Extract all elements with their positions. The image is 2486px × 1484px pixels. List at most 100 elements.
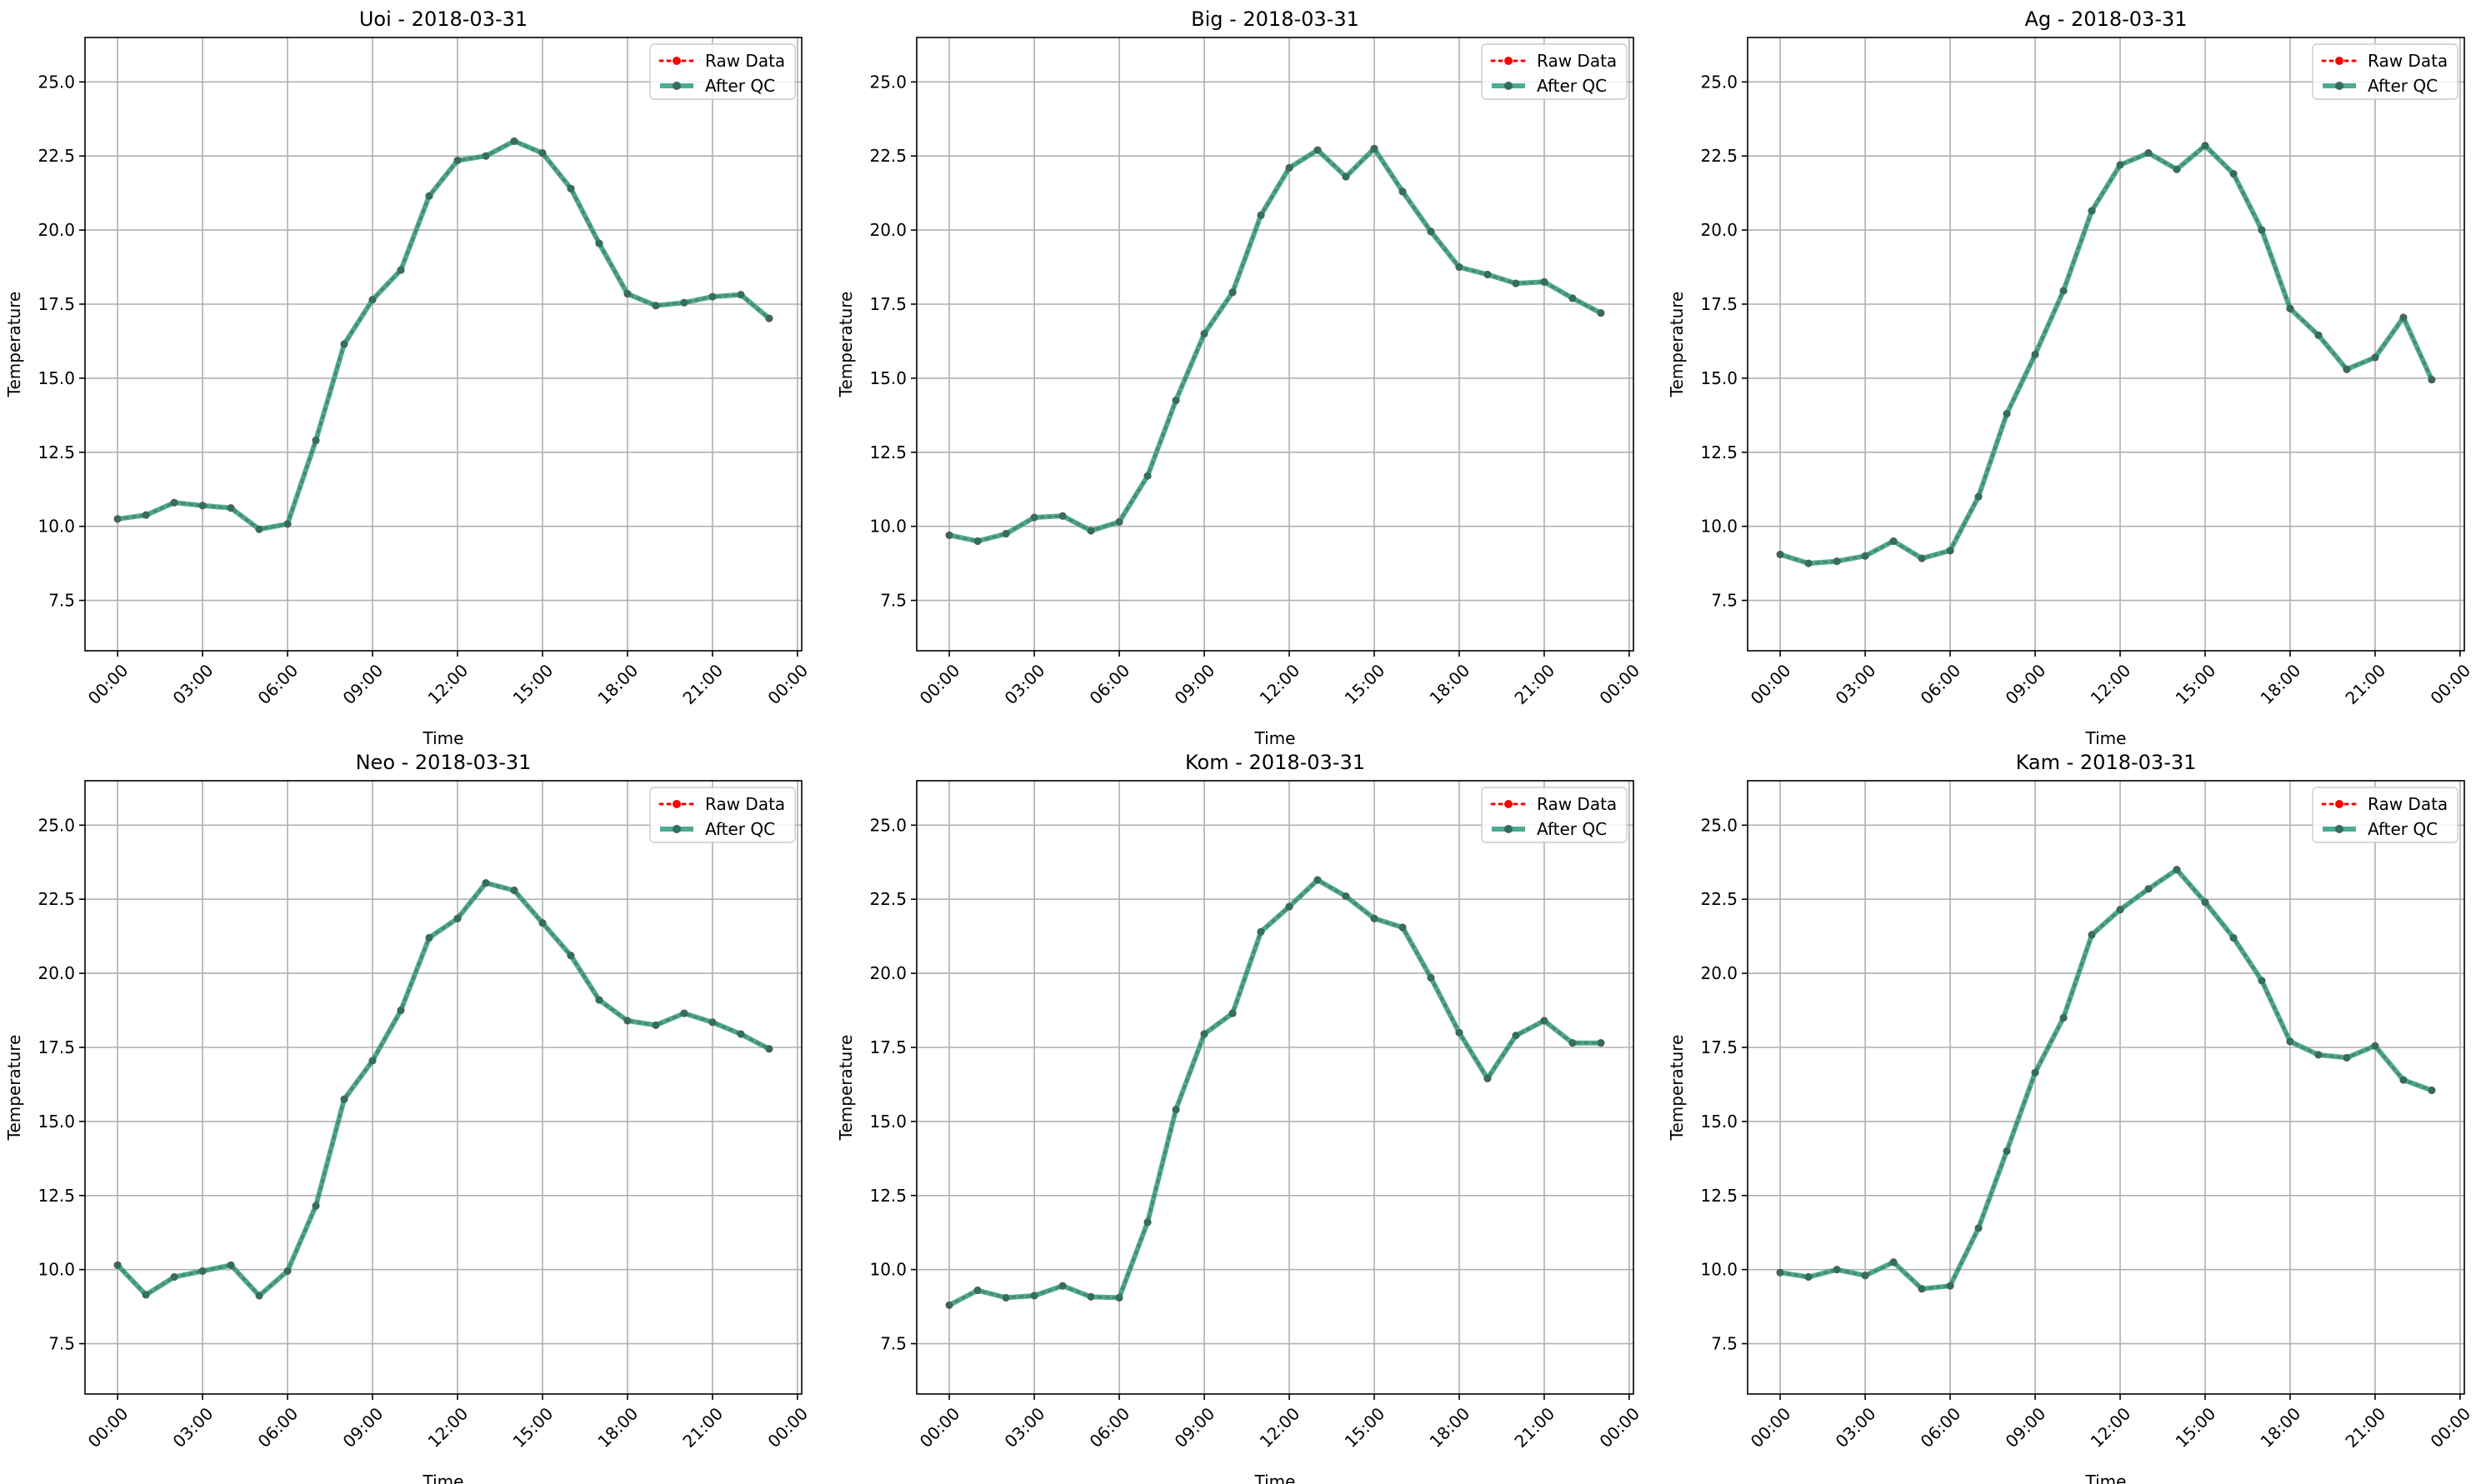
x-tick-label: 12:00 [2087, 660, 2135, 708]
y-tick-label: 7.5 [1711, 591, 1738, 611]
after-qc-point [1058, 512, 1067, 520]
subplot-3: 00:00 03:00 06:00 09:00 12:00 15:00 18:00 21:00… [1667, 7, 2474, 748]
legend-raw-marker [2335, 800, 2343, 808]
subplot-1: 00:00 03:00 06:00 09:00 12:00 15:00 18:00 21:00… [4, 7, 812, 748]
after-qc-point [1342, 892, 1350, 901]
after-qc-point [973, 1287, 982, 1295]
raw-data-line [116, 139, 771, 531]
y-tick-label: 12.5 [869, 1186, 907, 1206]
after-qc-point [227, 504, 235, 512]
after-qc-point [1427, 973, 1435, 982]
after-qc-point [142, 1291, 150, 1299]
y-tick-label: 20.0 [869, 963, 907, 983]
after-qc-point [1540, 1017, 1548, 1025]
after-qc-point [283, 1267, 292, 1275]
y-tick-label: 12.5 [1700, 1186, 1738, 1206]
legend-qc-marker [1504, 82, 1513, 90]
legend-qc-label: After QC [1537, 819, 1607, 839]
y-tick-label: 15.0 [869, 368, 907, 388]
x-tick-label: 21:00 [678, 660, 727, 708]
after-qc-point [482, 152, 490, 160]
x-tick-label: 03:00 [1832, 660, 1880, 708]
subplot-5: 00:00 03:00 06:00 09:00 12:00 15:00 18:00 21:00… [836, 751, 1643, 1484]
after-qc-point [170, 498, 178, 507]
legend-qc-label: After QC [1537, 76, 1607, 96]
x-tick-label: 18:00 [2257, 1403, 2305, 1452]
after-qc-point [567, 184, 575, 192]
y-tick-label: 12.5 [869, 442, 907, 462]
after-qc-point [1483, 1074, 1492, 1082]
after-qc-point [1370, 144, 1378, 152]
x-tick-label: 15:00 [2172, 660, 2220, 708]
legend-raw-marker [2335, 57, 2343, 65]
y-tick-label: 22.5 [869, 889, 907, 909]
after-qc-line [948, 146, 1603, 544]
x-tick-label: 00:00 [1595, 660, 1643, 708]
legend-raw-label: Raw Data [2368, 794, 2448, 814]
y-tick-label: 25.0 [1700, 72, 1738, 92]
after-qc-point [2258, 977, 2266, 985]
x-tick-label: 09:00 [1171, 660, 1219, 708]
after-qc-point [2258, 226, 2266, 234]
legend-qc-label: After QC [2368, 76, 2438, 96]
x-tick-label: 09:00 [339, 660, 388, 708]
y-tick-label: 12.5 [1700, 442, 1738, 462]
after-qc-point [2059, 287, 2068, 295]
axes-frame [916, 780, 1634, 1395]
x-axis-label: Time [2085, 728, 2127, 748]
after-qc-point [1030, 513, 1038, 522]
after-qc-point [1228, 1009, 1237, 1017]
after-qc-point [1512, 1032, 1520, 1040]
x-tick-label: 00:00 [1747, 660, 1795, 708]
subplot-title: Big - 2018-03-31 [1191, 7, 1359, 31]
x-tick-label: 18:00 [594, 660, 643, 708]
y-tick-label: 22.5 [869, 146, 907, 166]
x-tick-label: 06:00 [254, 1403, 303, 1452]
after-qc-point [1172, 1106, 1180, 1114]
after-qc-point [510, 887, 518, 895]
after-qc-point [1918, 554, 1926, 562]
after-qc-point [1313, 876, 1322, 884]
subplot-4: 00:00 03:00 06:00 09:00 12:00 15:00 18:00 21:00… [4, 751, 812, 1484]
after-qc-point [1398, 923, 1407, 932]
after-qc-point [652, 302, 660, 310]
after-qc-point [2003, 410, 2011, 418]
after-qc-point [1342, 172, 1350, 181]
after-qc-point [1974, 492, 1983, 501]
after-qc-point [1568, 294, 1577, 302]
after-qc-point [595, 996, 603, 1004]
x-tick-label: 12:00 [424, 1403, 473, 1452]
after-qc-point [1200, 330, 1208, 338]
after-qc-point [2201, 898, 2209, 907]
after-qc-point [453, 157, 462, 165]
legend-raw-marker [673, 800, 681, 808]
x-tick-label: 00:00 [2426, 1403, 2474, 1452]
x-tick-label: 21:00 [1510, 660, 1558, 708]
after-qc-line [117, 138, 771, 532]
after-qc-point [945, 531, 953, 539]
after-qc-point [1257, 211, 1265, 219]
raw-data-line [116, 882, 771, 1298]
x-tick-label: 18:00 [1426, 660, 1474, 708]
y-tick-label: 22.5 [1700, 889, 1738, 909]
after-qc-point [1861, 1272, 1869, 1280]
x-tick-label: 03:00 [1832, 1403, 1880, 1452]
after-qc-point [2371, 353, 2379, 362]
legend-qc-label: After QC [705, 76, 775, 96]
legend-raw-label: Raw Data [1537, 794, 1617, 814]
legend-qc-marker [2335, 82, 2343, 90]
x-tick-label: 15:00 [509, 1403, 558, 1452]
after-qc-point [1833, 1266, 1841, 1274]
after-qc-point [227, 1261, 235, 1269]
after-qc-point [198, 1267, 207, 1275]
y-tick-label: 12.5 [38, 1186, 75, 1206]
after-qc-line [1779, 867, 2433, 1292]
legend: Raw Data After QC [2312, 787, 2458, 843]
x-tick-label: 21:00 [1510, 1403, 1558, 1452]
legend-qc-marker [673, 825, 681, 833]
legend-qc-label: After QC [705, 819, 775, 839]
subplot-6: 00:00 03:00 06:00 09:00 12:00 15:00 18:00 21:00… [1667, 751, 2474, 1484]
y-tick-label: 22.5 [1700, 146, 1738, 166]
after-qc-point [397, 1007, 405, 1015]
